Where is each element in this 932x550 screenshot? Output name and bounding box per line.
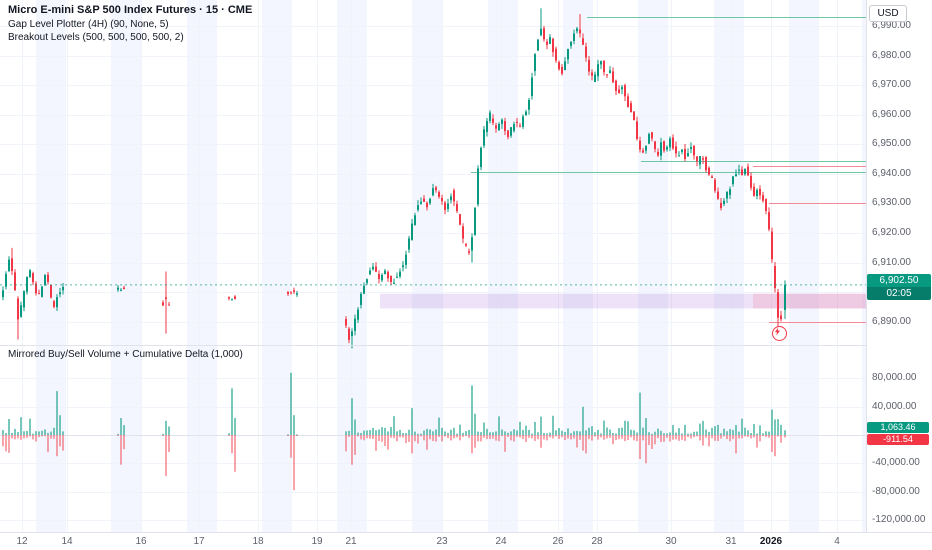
currency-label: USD: [877, 8, 899, 19]
indicator-volume-delta[interactable]: Mirrored Buy/Sell Volume + Cumulative De…: [8, 349, 243, 360]
price-axis-label: 6,930.00: [872, 197, 911, 209]
price-axis-label: 6,940.00: [872, 167, 911, 179]
symbol-title[interactable]: Micro E-mini S&P 500 Index Futures · 15 …: [8, 4, 253, 16]
volume-bars: [2, 372, 786, 491]
time-axis-label: 16: [135, 536, 147, 547]
volume-axis-label: -80,000.00: [872, 485, 920, 497]
indicator-breakout-levels[interactable]: Breakout Levels (500, 500, 500, 500, 2): [8, 32, 184, 43]
time-axis-label: 31: [725, 536, 737, 547]
time-axis-label: 23: [436, 536, 448, 547]
volume-axis-label: 80,000.00: [872, 372, 917, 384]
price-axis-label: 6,980.00: [872, 49, 911, 61]
time-axis-label: 18: [252, 536, 264, 547]
price-axis-label: 6,950.00: [872, 138, 911, 150]
time-axis-label: 21: [345, 536, 357, 547]
price-axis-label: 6,890.00: [872, 315, 911, 327]
breakout-signal-icon[interactable]: [772, 326, 787, 341]
gridlines: [0, 0, 866, 532]
time-axis-label: 26: [552, 536, 564, 547]
price-axis-label: 6,920.00: [872, 227, 911, 239]
price-axis-label: 6,960.00: [872, 108, 911, 120]
time-axis[interactable]: [0, 532, 932, 550]
time-axis-label: 14: [61, 536, 73, 547]
time-axis-label: 12: [16, 536, 28, 547]
price-axis-label: 6,970.00: [872, 79, 911, 91]
currency-toggle[interactable]: USD: [869, 5, 907, 22]
candles: [2, 8, 786, 349]
last-price-badge: 6,902.50 02:05: [867, 273, 931, 300]
level-lines: [471, 17, 866, 323]
indicator-gap-level-plotter[interactable]: Gap Level Plotter (4H) (90, None, 5): [8, 19, 169, 30]
time-axis-label: 19: [311, 536, 323, 547]
delta-buy-badge: 1,063.46: [867, 422, 929, 433]
session-bands: [36, 0, 866, 532]
time-axis-label: 28: [591, 536, 603, 547]
volume-axis-label: -120,000.00: [872, 513, 926, 525]
time-axis-label: 4: [834, 536, 840, 547]
time-axis-label: 2026: [759, 536, 783, 547]
lightning-icon: [774, 327, 781, 336]
price-axis-label: 6,910.00: [872, 256, 911, 268]
time-axis-label: 17: [193, 536, 205, 547]
volume-axis-label: -40,000.00: [872, 457, 920, 469]
time-axis-label: 30: [665, 536, 677, 547]
time-axis-label: 24: [495, 536, 507, 547]
delta-sell-badge: -911.54: [867, 434, 929, 445]
price-axis-label: 6,990.00: [872, 20, 911, 31]
last-price-value: 6,902.50: [867, 273, 931, 287]
volume-axis-label: 40,000.00: [872, 400, 917, 412]
gap-zones: [380, 293, 866, 309]
bar-countdown: 02:05: [867, 286, 931, 300]
